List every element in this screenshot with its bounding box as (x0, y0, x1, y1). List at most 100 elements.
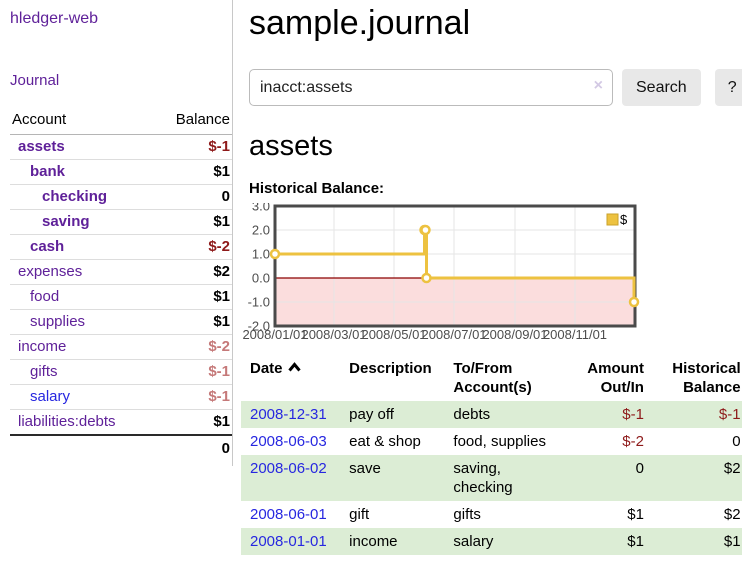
x-tick-label: 2008/01/01 (242, 327, 307, 342)
x-tick-label: 2008/05/01 (361, 327, 426, 342)
x-tick-label: 2008/11/01 (543, 327, 607, 342)
account-cell: bank (10, 159, 155, 185)
data-point[interactable] (421, 272, 432, 284)
balance-column-header: Balance (154, 109, 232, 135)
account-cell: checking (10, 184, 155, 210)
transaction-amount-cell: $1 (627, 533, 644, 550)
account-row: expenses $2 (10, 259, 232, 285)
sort-ascending-icon (287, 362, 301, 372)
account-balance: $-1 (154, 134, 232, 160)
account-balance: $2 (154, 259, 232, 285)
account-row: salary $-1 (10, 384, 232, 410)
data-point[interactable] (269, 248, 281, 260)
transaction-date-link[interactable]: 2008-12-31 (250, 406, 327, 423)
account-cell: supplies (10, 309, 155, 335)
account-row: liabilities:debts $1 (10, 409, 232, 436)
account-cell: assets (10, 134, 155, 160)
account-row: saving $1 (10, 209, 232, 235)
account-link[interactable]: supplies (30, 313, 86, 330)
transaction-description-cell: pay off (349, 406, 394, 423)
plot-border (273, 204, 637, 328)
account-balance: $-1 (154, 384, 232, 410)
date-column-header[interactable]: Date (241, 355, 340, 401)
transaction-accounts-cell: salary (453, 533, 494, 550)
search-input[interactable] (249, 69, 613, 106)
accounts-header-row: Account Balance (10, 109, 232, 135)
transaction-accounts-cell: saving, checking (453, 460, 513, 496)
account-row: gifts $-1 (10, 359, 232, 385)
register-row: 2008-01-01 income salary $1 $1 (241, 528, 742, 555)
transaction-amount-cell: 0 (635, 460, 644, 477)
transaction-balance-cell: $1 (723, 533, 741, 550)
historical-balance-chart: $3.0 2.0 1.0 0.0 -1.0 -2.02008/01/012008/03/0… (242, 203, 640, 342)
transaction-date-cell: 2008-12-31 (241, 401, 340, 428)
main-content: sample.journal × Search ? assets Histori… (233, 0, 742, 555)
transaction-amount-cell: $1 (627, 506, 644, 523)
data-point[interactable] (628, 296, 640, 308)
account-balance: $1 (154, 309, 232, 335)
account-cell: salary (10, 384, 155, 410)
transaction-date-cell: 2008-06-03 (241, 428, 340, 455)
register-table: Date Description To/From Account(s) Amou… (241, 355, 742, 555)
data-point[interactable] (420, 224, 431, 236)
transaction-date-link[interactable]: 2008-06-02 (250, 460, 327, 477)
transaction-description-cell: save (349, 460, 381, 477)
tofrom-column-header: To/From Account(s) (453, 360, 532, 396)
account-balance: $1 (154, 159, 232, 185)
search-button[interactable]: Search (622, 69, 701, 106)
account-cell: gifts (10, 359, 155, 385)
sidebar: hledger-web Journal Account Balance asse… (0, 0, 233, 466)
account-row: cash $-2 (10, 234, 232, 260)
account-row: checking 0 (10, 184, 232, 210)
brand-link[interactable]: hledger-web (10, 10, 99, 27)
accounts-total-spacer (10, 434, 155, 462)
account-link[interactable]: gifts (30, 363, 58, 380)
account-link[interactable]: food (30, 288, 60, 305)
account-cell: food (10, 284, 155, 310)
register-row: 2008-06-01 gift gifts $1 $2 (241, 501, 742, 528)
account-link[interactable]: salary (30, 388, 71, 405)
register-row: 2008-12-31 pay off debts $-1 $-1 (241, 401, 742, 428)
accounts-table: Account Balance assets $-1 bank $1 checking 0… (10, 109, 232, 462)
transaction-amount-cell: $-1 (622, 406, 644, 423)
account-balance: $1 (154, 284, 232, 310)
clear-search-icon[interactable]: × (593, 77, 603, 94)
account-link[interactable]: income (18, 338, 67, 355)
transaction-description-cell: gift (349, 506, 370, 523)
account-link[interactable]: liabilities:debts (18, 413, 116, 430)
account-cell: saving (10, 209, 155, 235)
account-row: bank $1 (10, 159, 232, 185)
account-heading: assets (249, 130, 333, 162)
transaction-balance-cell: $2 (723, 460, 741, 477)
account-link[interactable]: saving (42, 213, 90, 230)
description-column-header: Description (349, 360, 432, 377)
nav-journal-link[interactable]: Journal (10, 72, 60, 89)
accounts-total-row: 0 (10, 434, 232, 462)
account-link[interactable]: cash (30, 238, 65, 255)
register-row: 2008-06-02 save saving, checking 0 $2 (241, 455, 742, 501)
account-link[interactable]: checking (42, 188, 108, 205)
account-link[interactable]: assets (18, 138, 65, 155)
transaction-date-link[interactable]: 2008-01-01 (250, 533, 327, 550)
search-help-button[interactable]: ? (714, 69, 742, 106)
transaction-date-link[interactable]: 2008-06-03 (250, 433, 327, 450)
app: hledger-web Journal Account Balance asse… (0, 0, 742, 555)
account-link[interactable]: expenses (18, 263, 83, 280)
y-tick-label: 3.0 (252, 203, 270, 214)
register-row: 2008-06-03 eat & shop food, supplies $-2 0 (241, 428, 742, 455)
account-row: food $1 (10, 284, 232, 310)
transaction-accounts-cell: gifts (453, 506, 481, 523)
page-title: sample.journal (249, 4, 471, 42)
account-balance: $-2 (154, 234, 232, 260)
y-tick-label: 2.0 (252, 223, 270, 238)
x-tick-label: 2008/07/01 (421, 327, 486, 342)
account-row: income $-2 (10, 334, 232, 360)
account-link[interactable]: bank (30, 163, 66, 180)
transaction-date-link[interactable]: 2008-06-01 (250, 506, 327, 523)
transaction-balance-cell: 0 (732, 433, 741, 450)
y-tick-label: -1.0 (248, 295, 270, 310)
account-cell: income (10, 334, 155, 360)
y-tick-label: -2.0 (248, 319, 270, 334)
x-tick-label: 2008/03/01 (301, 327, 366, 342)
transaction-description-cell: income (349, 533, 398, 550)
